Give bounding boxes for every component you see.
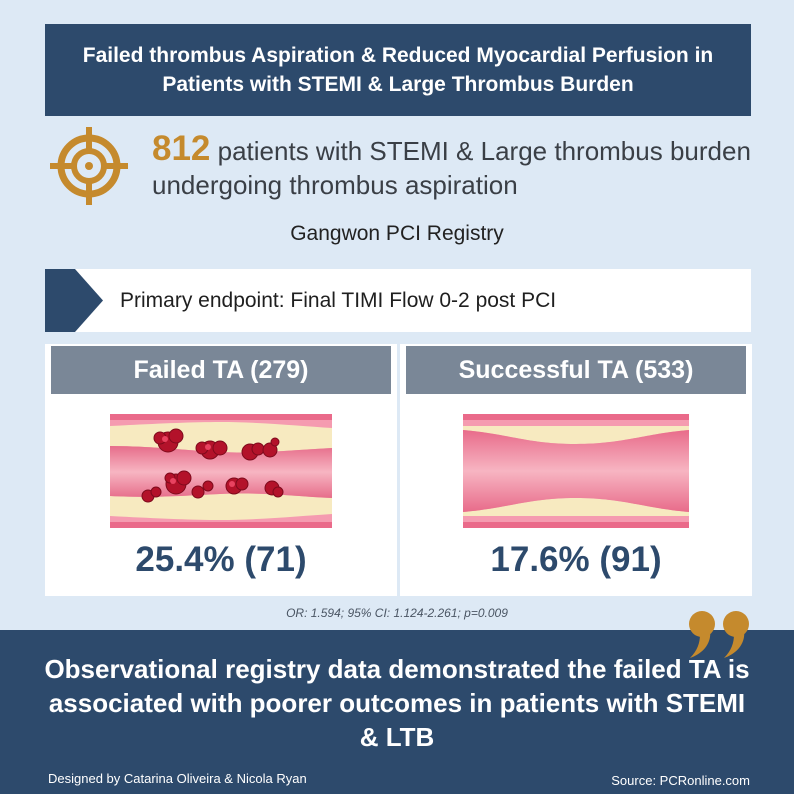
population-description: patients with STEMI & Large thrombus bur…	[152, 136, 751, 200]
successful-ta-panel: Successful TA (533) 17.6% (91)	[400, 344, 752, 596]
source-credit: Source: PCRonline.com	[611, 773, 750, 788]
page-title: Failed thrombus Aspiration & Reduced Myo…	[45, 24, 751, 116]
failed-ta-panel: Failed TA (279) 25.4% (71)	[45, 344, 397, 596]
designer-credits: Designed by Catarina Oliveira & Nicola R…	[48, 771, 307, 786]
patent-artery-illustration	[463, 414, 689, 528]
page-title-text: Failed thrombus Aspiration & Reduced Myo…	[82, 44, 714, 96]
conclusion-text: Observational registry data demonstrated…	[44, 654, 750, 752]
population-summary: 812 patients with STEMI & Large thrombus…	[152, 129, 772, 202]
patient-count: 812	[152, 129, 211, 168]
occluded-artery-illustration	[110, 414, 332, 528]
conclusion-banner	[0, 630, 794, 794]
endpoint-label: Primary endpoint: Final TIMI Flow 0-2 po…	[120, 289, 557, 312]
quote-mark-icon	[689, 611, 749, 658]
statistics-line: OR: 1.594; 95% CI: 1.124-2.261; p=0.009	[286, 606, 508, 620]
registry-name: Gangwon PCI Registry	[290, 222, 504, 245]
successful-ta-title: Successful TA (533)	[406, 346, 746, 394]
failed-ta-title: Failed TA (279)	[51, 346, 391, 394]
endpoint-banner	[45, 269, 751, 332]
failed-ta-result: 25.4% (71)	[135, 540, 307, 579]
chevron-right-icon	[45, 269, 103, 332]
successful-ta-result: 17.6% (91)	[490, 540, 662, 579]
target-icon	[50, 127, 128, 205]
